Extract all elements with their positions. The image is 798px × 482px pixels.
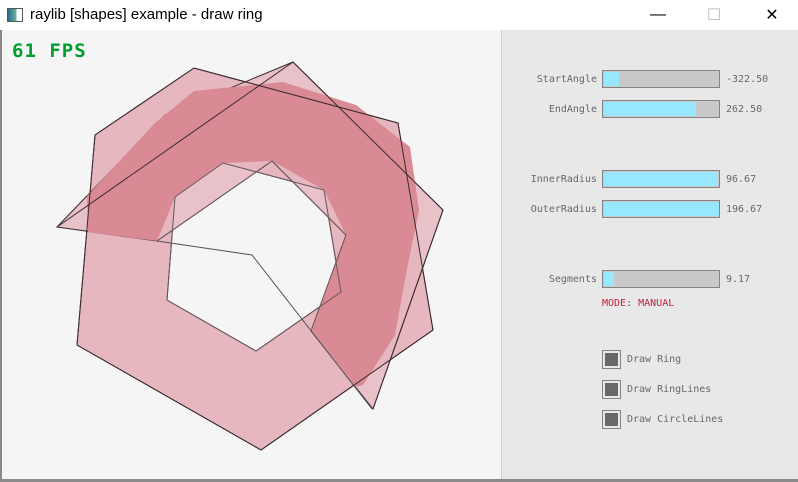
maximize-button[interactable]: ☐: [691, 0, 737, 30]
draw-circlelines-label: Draw CircleLines: [627, 414, 724, 425]
outer-radius-value: 196.67: [726, 204, 763, 215]
minimize-icon: —: [650, 6, 666, 23]
end-angle-value: 262.50: [726, 104, 763, 115]
checkbox-check: [605, 353, 618, 366]
checkbox-check: [605, 413, 618, 426]
minimize-button[interactable]: —: [635, 0, 681, 30]
draw-ringlines-label: Draw RingLines: [627, 384, 712, 395]
title-bar: raylib [shapes] example - draw ring — ☐ …: [0, 0, 798, 30]
outer-outline-a: [76, 67, 434, 451]
start-angle-value: -322.50: [726, 74, 769, 85]
slider-fill: [604, 172, 718, 186]
segments-slider[interactable]: [602, 270, 720, 288]
fps-counter: 61 FPS: [12, 40, 87, 62]
draw-ringlines-checkbox[interactable]: [602, 380, 621, 399]
start-angle-slider[interactable]: [602, 70, 720, 88]
window-title: raylib [shapes] example - draw ring: [30, 6, 263, 23]
end-angle-slider[interactable]: [602, 100, 720, 118]
draw-ring-checkbox[interactable]: [602, 350, 621, 369]
inner-radius-value: 96.67: [726, 174, 757, 185]
slider-fill: [604, 72, 619, 86]
slider-fill: [604, 272, 614, 286]
inner-radius-label: InnerRadius: [530, 174, 597, 185]
panel-divider: [501, 30, 502, 482]
end-angle-label: EndAngle: [548, 104, 597, 115]
segments-label: Segments: [548, 274, 597, 285]
mode-status: MODE: MANUAL: [602, 298, 675, 309]
inner-radius-slider[interactable]: [602, 170, 720, 188]
window-bottom-border: [0, 479, 798, 482]
outer-radius-label: OuterRadius: [530, 204, 597, 215]
start-angle-label: StartAngle: [536, 74, 597, 85]
slider-fill: [604, 102, 696, 116]
close-button[interactable]: ✕: [749, 0, 795, 30]
checkbox-check: [605, 383, 618, 396]
close-icon: ✕: [765, 7, 779, 24]
draw-circlelines-checkbox[interactable]: [602, 410, 621, 429]
inner-outline-b: [156, 160, 347, 332]
slider-fill: [604, 202, 719, 216]
maximize-icon: ☐: [706, 7, 722, 24]
app-window-icon: [7, 8, 23, 22]
inner-outline: [166, 162, 342, 352]
ring-sector: [87, 82, 419, 387]
outer-outline-b: [56, 61, 444, 410]
draw-ring-label: Draw Ring: [627, 354, 682, 365]
outer-radius-slider[interactable]: [602, 200, 720, 218]
segments-value: 9.17: [726, 274, 751, 285]
ring-spoke: [156, 240, 373, 410]
